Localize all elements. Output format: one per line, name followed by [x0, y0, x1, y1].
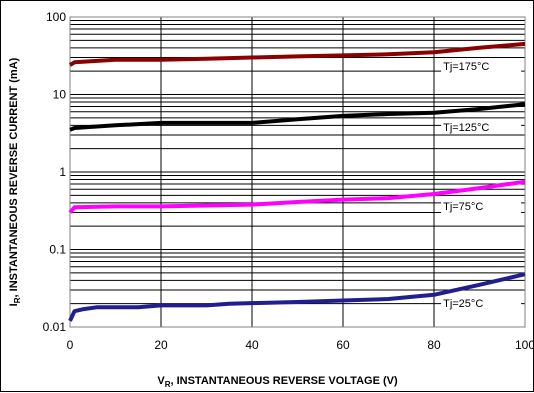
series-line-3 — [68, 272, 526, 322]
series-label-2: Tj=75°C — [443, 201, 483, 213]
series-line-1 — [69, 102, 526, 132]
series-label-1: Tj=125°C — [443, 122, 489, 134]
series-line-2 — [68, 179, 526, 214]
series-label-bg — [441, 199, 522, 214]
x-tick-label: 0 — [67, 338, 74, 352]
x-tick-label: 100 — [515, 338, 534, 352]
y-axis-title: IR, INSTANTANEOUS REVERSE CURRENT (mA) — [8, 57, 22, 306]
x-tick-label: 80 — [427, 338, 441, 352]
series-labels: Tj=175°C Tj=125°C Tj=75°C Tj=25°C — [441, 58, 522, 310]
series-label-3: Tj=25°C — [443, 298, 483, 310]
x-tick-label: 60 — [336, 338, 350, 352]
y-tick-labels: 0.01 0.1 1 10 100 — [43, 10, 67, 334]
y-tick-label: 0.1 — [49, 243, 66, 257]
series-line-0 — [68, 41, 526, 67]
y-tick-label: 100 — [46, 10, 66, 24]
series-lines — [68, 41, 526, 322]
y-tick-label: 1 — [59, 165, 66, 179]
x-tick-labels: 0 20 40 60 80 100 — [67, 338, 534, 352]
series-label-0: Tj=175°C — [443, 61, 489, 73]
series-label-bg — [441, 58, 522, 73]
series-label-bg — [441, 295, 522, 310]
y-tick-label: 0.01 — [43, 320, 67, 334]
x-tick-label: 40 — [245, 338, 259, 352]
plot-area — [69, 16, 526, 328]
y-tick-label: 10 — [53, 88, 67, 102]
series-label-bg — [441, 119, 522, 134]
x-axis-title: VR, INSTANTANEOUS REVERSE VOLTAGE (V) — [157, 375, 398, 389]
x-tick-label: 20 — [154, 338, 168, 352]
